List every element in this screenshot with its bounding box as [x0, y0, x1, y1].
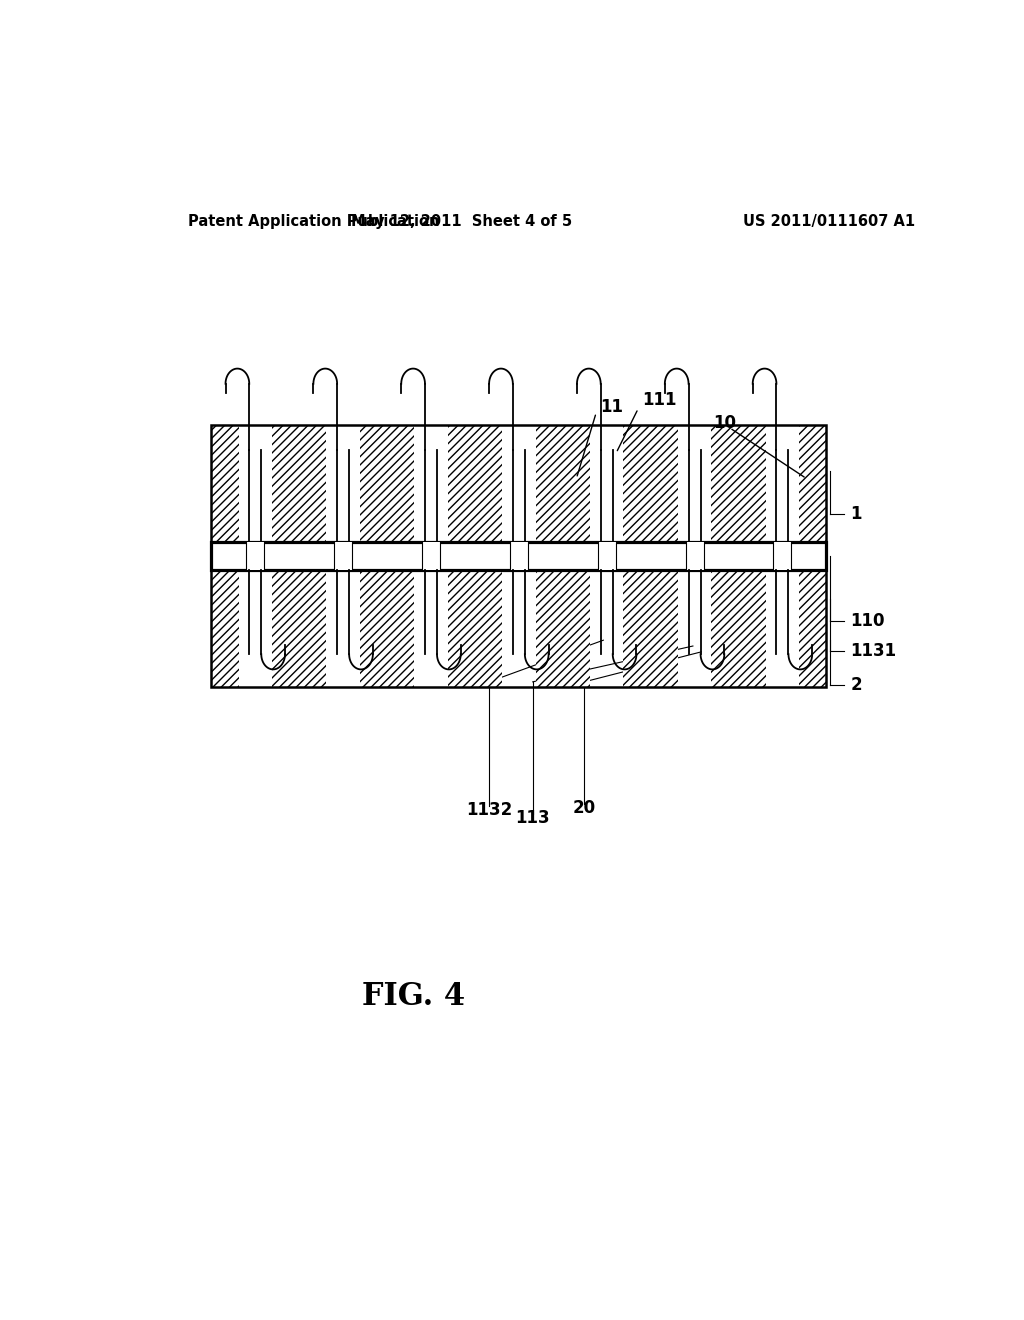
Bar — [211, 570, 826, 686]
Bar — [211, 425, 826, 541]
Bar — [799, 541, 826, 570]
Bar — [359, 570, 415, 686]
Bar — [536, 425, 590, 541]
Bar — [272, 425, 327, 541]
Text: 11: 11 — [600, 399, 624, 416]
Bar — [211, 541, 239, 570]
Bar — [211, 425, 826, 541]
Bar — [598, 541, 615, 570]
Text: 2: 2 — [850, 676, 862, 694]
Text: 1: 1 — [850, 506, 861, 523]
Bar — [211, 425, 239, 541]
Bar — [422, 541, 440, 570]
Bar — [359, 425, 415, 541]
Bar — [536, 570, 590, 686]
Bar — [211, 541, 826, 570]
Bar — [447, 425, 502, 541]
Text: 113: 113 — [515, 809, 550, 826]
Bar — [624, 570, 678, 686]
Bar — [447, 570, 502, 686]
Bar — [712, 570, 766, 686]
Bar — [712, 425, 766, 541]
Bar — [211, 570, 826, 686]
Bar — [624, 425, 678, 541]
Text: 20: 20 — [572, 799, 596, 817]
Bar — [685, 541, 703, 570]
Text: Patent Application Publication: Patent Application Publication — [187, 214, 439, 228]
Text: 1132: 1132 — [466, 801, 512, 818]
Text: 10: 10 — [714, 413, 736, 432]
Bar — [799, 570, 826, 686]
Bar — [211, 541, 826, 570]
Text: 111: 111 — [642, 391, 677, 409]
Bar — [773, 541, 792, 570]
Text: US 2011/0111607 A1: US 2011/0111607 A1 — [743, 214, 915, 228]
Text: 1131: 1131 — [850, 643, 896, 660]
Text: FIG. 4: FIG. 4 — [362, 982, 465, 1012]
Text: 110: 110 — [850, 612, 885, 630]
Text: May 12, 2011  Sheet 4 of 5: May 12, 2011 Sheet 4 of 5 — [351, 214, 571, 228]
Bar — [272, 570, 327, 686]
Bar — [246, 541, 264, 570]
Bar — [211, 570, 239, 686]
Bar — [510, 541, 527, 570]
Bar — [334, 541, 352, 570]
Bar — [799, 425, 826, 541]
